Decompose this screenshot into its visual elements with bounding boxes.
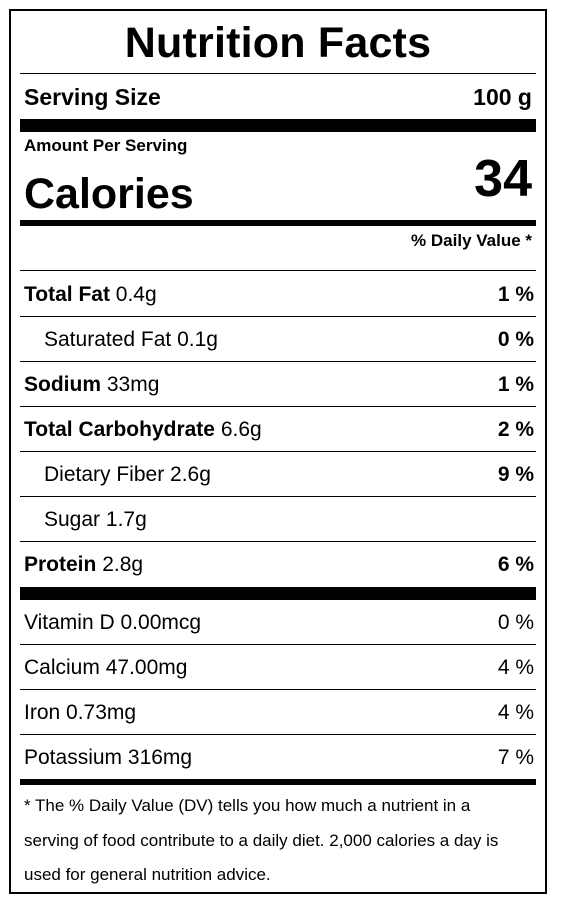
- nutrient-name: Dietary Fiber: [44, 463, 165, 486]
- vitamin-name: Potassium: [24, 746, 123, 769]
- nutrient-row-total-fat: Total Fat 0.4g 1 %: [20, 274, 536, 316]
- nutrient-amount: 2.8g: [102, 553, 144, 576]
- nutrient-amount: 2.6g: [170, 463, 211, 486]
- vitamin-row-potassium: Potassium 316mg 7 %: [20, 737, 536, 779]
- nutrient-dv: 1 %: [497, 373, 534, 396]
- nutrient-row-sugar: Sugar 1.7g: [20, 499, 536, 541]
- nutrient-name: Saturated Fat: [44, 328, 172, 351]
- daily-value-header: % Daily Value *: [411, 231, 532, 250]
- nutrient-row-saturated-fat: Saturated Fat 0.1g 0 %: [20, 319, 536, 361]
- calories-label: Calories: [24, 170, 194, 218]
- nutrition-label-inner: Nutrition Facts Serving Size 100 g Amoun…: [20, 11, 536, 892]
- nutrient-row-total-carbohydrate: Total Carbohydrate 6.6g 2 %: [20, 409, 536, 451]
- label-title: Nutrition Facts: [124, 19, 432, 67]
- divider-thick: [20, 587, 536, 600]
- divider-thin: [20, 734, 536, 735]
- vitamin-amount: 0.73mg: [66, 701, 137, 724]
- nutrient-dv: 6 %: [497, 553, 534, 576]
- nutrient-row-protein: Protein 2.8g 6 %: [20, 544, 536, 586]
- nutrient-name: Total Carbohydrate: [24, 418, 215, 441]
- divider-thin: [20, 316, 536, 317]
- nutrient-name: Total Fat: [24, 283, 110, 306]
- nutrient-name: Sugar: [44, 508, 101, 531]
- divider-thin: [20, 644, 536, 645]
- vitamin-row-vitamin-d: Vitamin D 0.00mcg 0 %: [20, 602, 536, 644]
- nutrient-amount: 0.4g: [115, 283, 157, 306]
- nutrient-row-dietary-fiber: Dietary Fiber 2.6g 9 %: [20, 454, 536, 496]
- divider-thin: [20, 451, 536, 452]
- divider-thin: [20, 496, 536, 497]
- nutrient-amount: 6.6g: [220, 418, 262, 441]
- divider-thin: [20, 689, 536, 690]
- serving-size-value: 100 g: [473, 83, 532, 110]
- vitamin-name: Iron: [24, 701, 61, 724]
- divider-thin: [20, 406, 536, 407]
- nutrient-dv: 9 %: [497, 463, 534, 486]
- amount-per-serving: Amount Per Serving: [24, 136, 188, 155]
- vitamin-dv: 4 %: [497, 656, 534, 679]
- nutrient-name: Protein: [24, 553, 97, 576]
- vitamin-dv: 0 %: [497, 611, 534, 634]
- vitamin-row-calcium: Calcium 47.00mg 4 %: [20, 647, 536, 689]
- vitamin-row-iron: Iron 0.73mg 4 %: [20, 692, 536, 734]
- vitamin-dv: 4 %: [497, 701, 534, 724]
- nutrient-dv: 1 %: [497, 283, 534, 306]
- divider-medium: [20, 779, 536, 785]
- serving-size-row: Serving Size 100 g: [20, 81, 536, 113]
- serving-size-label: Serving Size: [24, 83, 161, 110]
- vitamin-name: Calcium: [24, 656, 100, 679]
- vitamin-dv: 7 %: [497, 746, 534, 769]
- vitamin-name: Vitamin D: [24, 611, 115, 634]
- nutrient-dv: 2 %: [497, 418, 534, 441]
- vitamin-amount: 316mg: [127, 746, 193, 769]
- nutrient-amount: 0.1g: [177, 328, 218, 351]
- vitamin-amount: 47.00mg: [105, 656, 188, 679]
- divider-thin: [20, 361, 536, 362]
- divider-thin: [20, 270, 536, 271]
- vitamin-amount: 0.00mcg: [120, 611, 202, 634]
- footnote: * The % Daily Value (DV) tells you how m…: [24, 796, 499, 884]
- divider-thick: [20, 119, 536, 132]
- nutrient-dv: 0 %: [497, 328, 534, 351]
- nutrition-label: Nutrition Facts Serving Size 100 g Amoun…: [9, 9, 547, 894]
- calories-value: 34: [474, 150, 532, 208]
- divider-thin: [20, 73, 536, 74]
- divider-medium: [20, 220, 536, 226]
- nutrient-name: Sodium: [24, 373, 101, 396]
- nutrient-amount: 33mg: [106, 373, 160, 396]
- nutrient-amount: 1.7g: [105, 508, 147, 531]
- divider-thin: [20, 541, 536, 542]
- nutrient-row-sodium: Sodium 33mg 1 %: [20, 364, 536, 406]
